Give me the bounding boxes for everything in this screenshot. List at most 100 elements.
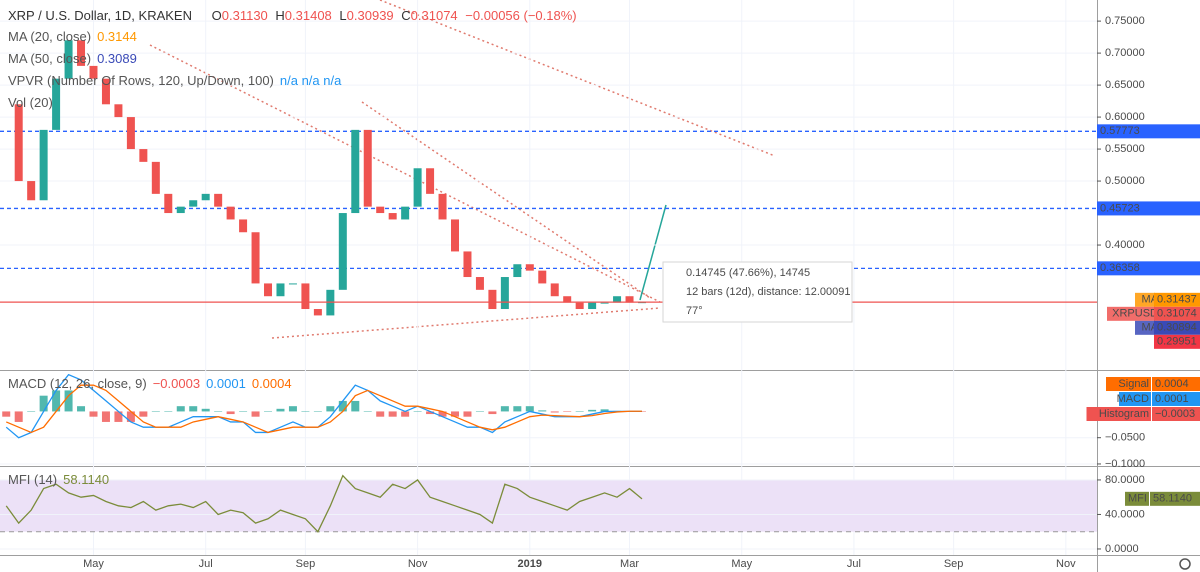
- axis-tag-text: 0.31437: [1157, 294, 1197, 306]
- histogram-bar: [463, 411, 472, 417]
- ohlc-label: L: [339, 8, 346, 23]
- histogram-bar: [637, 411, 646, 412]
- candle: [14, 104, 23, 182]
- x-tick-label: Sep: [944, 558, 964, 570]
- histogram-bar: [189, 406, 198, 412]
- candle: [276, 283, 285, 297]
- ohlc-label: O: [212, 8, 222, 23]
- histogram-bar: [77, 406, 86, 412]
- candle: [588, 302, 597, 310]
- histogram-bar: [264, 411, 273, 412]
- histogram-bar: [101, 411, 110, 422]
- histogram-bar: [525, 406, 534, 412]
- measure-text: 77°: [686, 305, 703, 317]
- candle: [463, 251, 472, 278]
- axis-tag-name: [1125, 491, 1149, 506]
- indicator-value: 58.1140: [63, 472, 109, 487]
- y-tick-label: 0.55000: [1105, 143, 1145, 155]
- header: XRP / U.S. Dollar, 1D, KRAKEN O0.31130 H…: [8, 8, 577, 23]
- indicator-legend: MA (20, close) 0.3144: [8, 29, 137, 44]
- indicator-value: n/a n/a n/a: [280, 73, 342, 88]
- indicator-name: MFI (14): [8, 472, 57, 487]
- indicator-value: 0.3089: [97, 51, 137, 66]
- candle: [201, 193, 210, 201]
- candle: [426, 168, 435, 194]
- axis-tag: [1150, 491, 1200, 506]
- y-tick-label: 0.70000: [1105, 47, 1145, 59]
- x-tick-label: Jul: [199, 558, 213, 570]
- axis-tag-text: 0.0001: [1155, 393, 1189, 405]
- indicator-name: VPVR (Number Of Rows, 120, Up/Down, 100): [8, 73, 274, 88]
- ohlc-label: C: [401, 8, 410, 23]
- indicator-legend: MACD (12, 26, close, 9) −0.0003 0.0001 0.00…: [8, 376, 292, 391]
- candle: [338, 213, 347, 290]
- candle: [126, 117, 135, 150]
- histogram-bar: [338, 400, 347, 412]
- indicator-name: MA (50, close): [8, 51, 91, 66]
- candle: [189, 200, 198, 207]
- candle: [438, 193, 447, 220]
- candle: [563, 296, 572, 303]
- histogram-bar: [313, 411, 322, 412]
- candle: [164, 193, 173, 214]
- chart-title: XRP / U.S. Dollar, 1D, KRAKEN: [8, 8, 192, 23]
- axis-tag: [1152, 407, 1200, 421]
- y-tick-label: 40.0000: [1105, 508, 1145, 520]
- candle: [600, 302, 609, 304]
- histogram-bar: [438, 411, 447, 417]
- trend-line: [149, 44, 661, 303]
- indicator-value: 0.0004: [252, 376, 292, 391]
- candle: [313, 309, 322, 316]
- histogram-bar: [288, 406, 297, 412]
- candle: [27, 181, 36, 201]
- candle: [513, 264, 522, 278]
- settings-icon[interactable]: [1179, 558, 1191, 570]
- indicator-name: MACD (12, 26, close, 9): [8, 376, 147, 391]
- x-tick-label: Jul: [847, 558, 861, 570]
- y-tick-label: 80.0000: [1105, 474, 1145, 486]
- candle: [264, 283, 273, 297]
- y-tick-label: −0.1000: [1105, 458, 1145, 470]
- histogram-bar: [176, 406, 185, 412]
- histogram-bar: [376, 411, 385, 417]
- indicator-legend: Vol (20): [8, 95, 53, 110]
- histogram-bar: [89, 411, 98, 417]
- histogram-bar: [550, 411, 559, 413]
- measure-box-frame: [662, 261, 853, 323]
- candle: [251, 232, 260, 284]
- settings-gear[interactable]: [1179, 558, 1191, 570]
- indicator-legend: MA (50, close) 0.3089: [8, 51, 137, 66]
- candle: [214, 193, 223, 207]
- candle: [538, 270, 547, 284]
- candle: [451, 219, 460, 252]
- axis-tag-text: 0.36358: [1100, 262, 1140, 274]
- histogram-bar: [114, 411, 123, 422]
- indicator-value: 0.0001: [206, 376, 246, 391]
- axis-tag-text: 0.30894: [1157, 322, 1197, 334]
- axis-tag-text: 0.57773: [1100, 125, 1140, 137]
- ohlc-label: H: [275, 8, 284, 23]
- x-tick-label: Sep: [296, 558, 316, 570]
- axis-tag: [1097, 261, 1200, 276]
- axis-tag-text: 0.45723: [1100, 202, 1140, 214]
- candle: [475, 277, 484, 290]
- candle: [613, 296, 622, 303]
- trend-line: [361, 101, 651, 299]
- axis-tag-text: −0.0003: [1155, 408, 1195, 420]
- histogram-bar: [500, 406, 509, 412]
- x-tick-label: Nov: [1056, 558, 1076, 570]
- candle: [550, 283, 559, 297]
- histogram-bar: [426, 411, 435, 415]
- histogram-bar: [2, 411, 11, 417]
- histogram-bar: [39, 395, 48, 412]
- histogram-bar: [164, 411, 173, 412]
- axis-tag-name: [1119, 392, 1151, 406]
- candle: [176, 206, 185, 214]
- ohlc-value: 0.30939: [347, 8, 394, 23]
- measure-text: 12 bars (12d), distance: 12.00091: [686, 286, 851, 298]
- histogram-bar: [488, 411, 497, 415]
